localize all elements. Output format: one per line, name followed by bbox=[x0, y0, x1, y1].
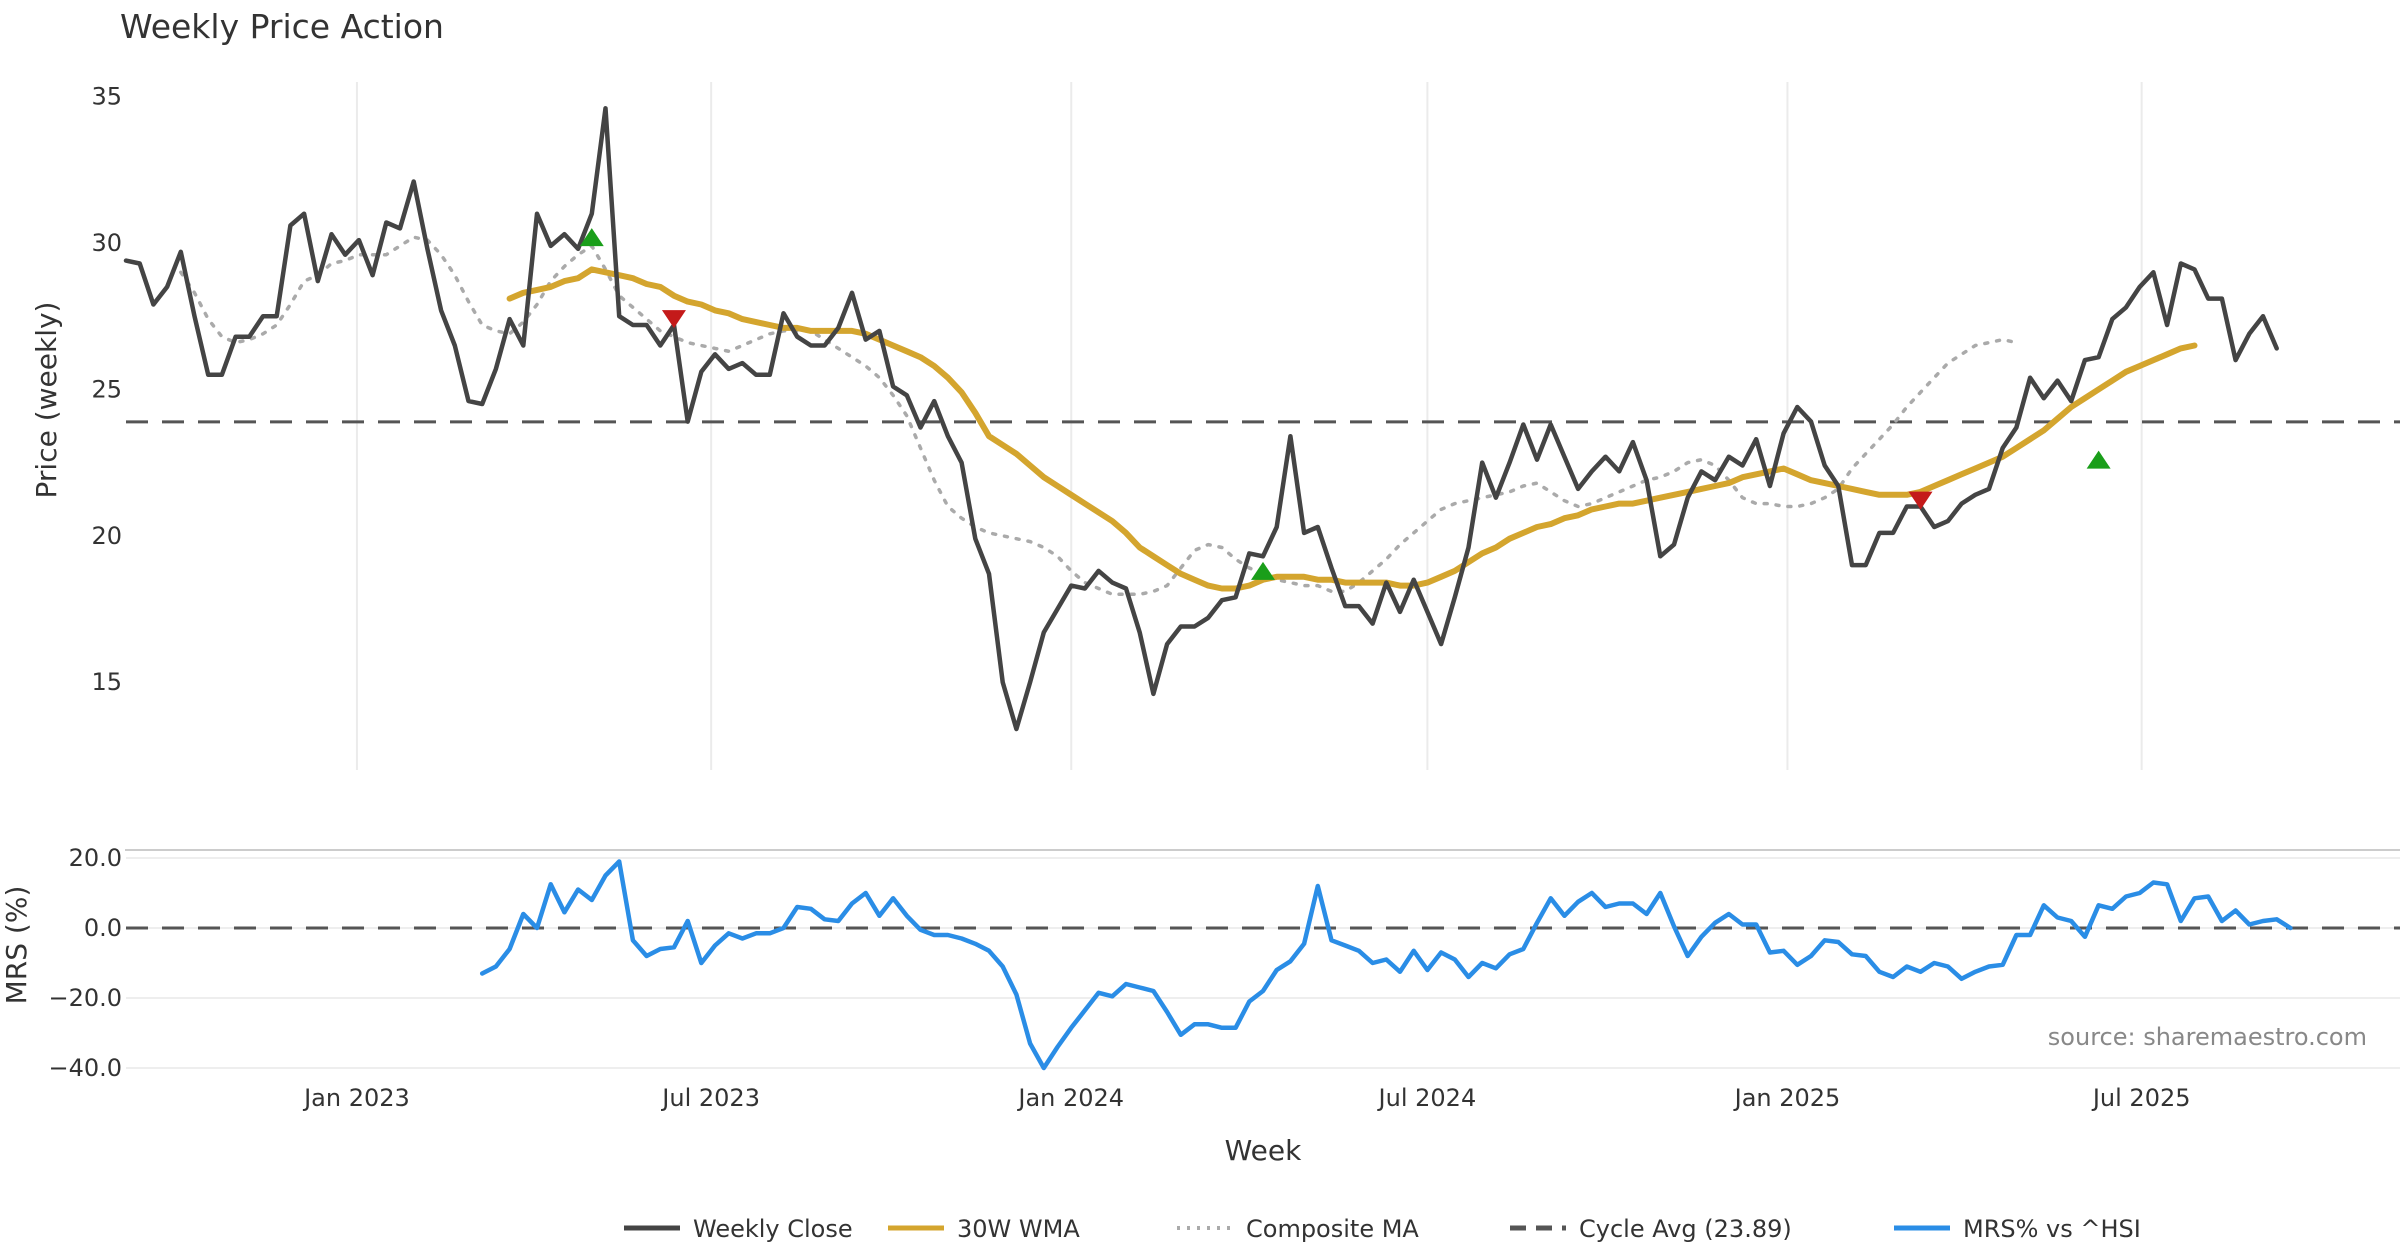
mrs-mrs-vs-hsi-line bbox=[479, 859, 2293, 1071]
buy-signal-marker bbox=[579, 228, 604, 247]
legend: Weekly Close 30W WMA Composite MA Cycle Avg… bbox=[624, 1215, 2141, 1243]
price-y-tick-label: 15 bbox=[91, 668, 122, 696]
price-series bbox=[123, 106, 2279, 732]
source-note: source: sharemaestro.com bbox=[2048, 1023, 2367, 1051]
chart-title: Weekly Price Action bbox=[120, 7, 444, 46]
mrs-y-tick-label: −40.0 bbox=[48, 1054, 122, 1082]
legend-label: Weekly Close bbox=[693, 1215, 853, 1243]
legend-label: Composite MA bbox=[1246, 1215, 1419, 1243]
x-tick-label: Jul 2024 bbox=[1377, 1084, 1477, 1112]
legend-label: 30W WMA bbox=[957, 1215, 1080, 1243]
price-y-tick-label: 25 bbox=[91, 375, 122, 403]
price-y-tick-label: 30 bbox=[91, 229, 122, 257]
price-composite-ma-line bbox=[179, 235, 2019, 597]
legend-item-mrs-vs-hsi: MRS% vs ^HSI bbox=[1894, 1215, 2141, 1243]
x-tick-label: Jul 2023 bbox=[660, 1084, 760, 1112]
legend-label: Cycle Avg (23.89) bbox=[1579, 1215, 1792, 1243]
price-y-axis-label: Price (weekly) bbox=[30, 302, 63, 499]
buy-signal-marker bbox=[1251, 561, 1275, 580]
mrs-y-tick-label: 20.0 bbox=[69, 844, 122, 872]
x-tick-label: Jan 2024 bbox=[1016, 1084, 1124, 1112]
main-grid bbox=[355, 82, 2143, 770]
x-tick-label: Jan 2025 bbox=[1733, 1084, 1841, 1112]
legend-label: MRS% vs ^HSI bbox=[1963, 1215, 2141, 1243]
x-tick-label: Jan 2023 bbox=[302, 1084, 410, 1112]
mrs-y-tick-label: 0.0 bbox=[84, 914, 122, 942]
legend-item-30w-wma: 30W WMA bbox=[888, 1215, 1080, 1243]
legend-item-composite-ma: Composite MA bbox=[1177, 1215, 1419, 1243]
price-y-ticks: 15 20 25 30 35 bbox=[91, 83, 122, 697]
price-30w-wma-line bbox=[506, 266, 2198, 592]
x-tick-label: Jul 2025 bbox=[2091, 1084, 2191, 1112]
buy-signal-marker bbox=[2086, 450, 2111, 469]
sell-signal-marker bbox=[1908, 491, 1933, 510]
sell-signal-marker bbox=[661, 310, 686, 329]
x-axis-label: Week bbox=[1225, 1134, 1302, 1167]
legend-item-cycle-avg-23-89: Cycle Avg (23.89) bbox=[1510, 1215, 1792, 1243]
price-weekly-close-line bbox=[123, 106, 2279, 732]
legend-item-weekly-close: Weekly Close bbox=[624, 1215, 853, 1243]
signal-markers bbox=[579, 228, 2111, 580]
mrs-y-axis-label: MRS (%) bbox=[0, 886, 33, 1005]
price-y-tick-label: 35 bbox=[91, 83, 122, 111]
mrs-series bbox=[479, 859, 2293, 1071]
mrs-y-tick-label: −20.0 bbox=[48, 984, 122, 1012]
price-y-tick-label: 20 bbox=[91, 522, 122, 550]
x-ticks: Jan 2023 Jul 2023 Jan 2024 Jul 2024 Jan 2025… bbox=[302, 1084, 2190, 1112]
mrs-y-ticks: 20.0 0.0 −20.0 −40.0 bbox=[48, 844, 122, 1082]
mrs-grid bbox=[126, 857, 2400, 1069]
